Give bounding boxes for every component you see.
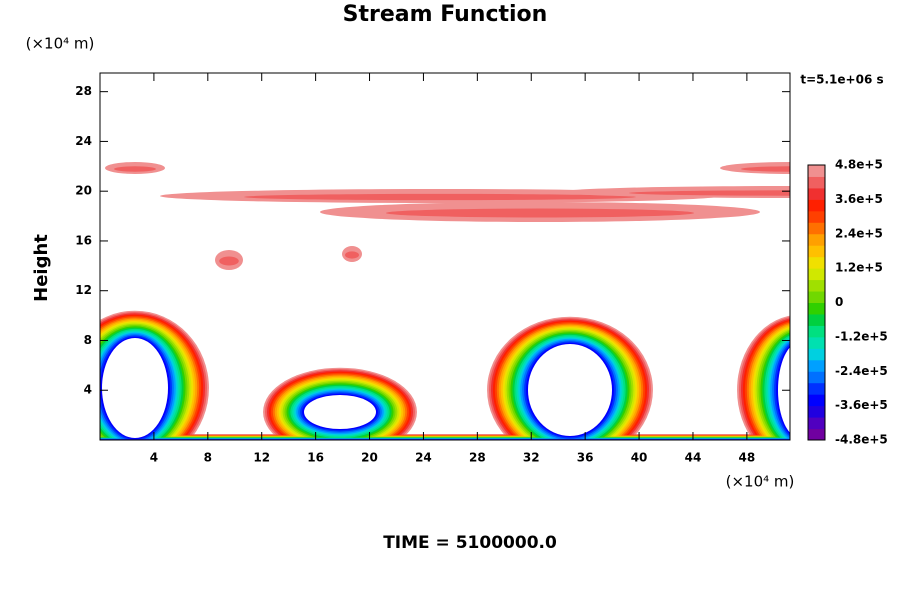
- y-tick-label: 16: [75, 233, 92, 247]
- colorbar-label: 1.2e+5: [835, 261, 883, 275]
- colorbar-band: [808, 233, 825, 246]
- y-tick-label: 8: [84, 333, 92, 347]
- x-tick-label: 48: [739, 451, 756, 465]
- colorbar-frame: [807, 164, 826, 441]
- time-label: t=5.1e+06 s: [800, 73, 883, 87]
- x-tick-label: 16: [307, 451, 324, 465]
- y-tick-label: 28: [75, 84, 92, 98]
- y-tick-label: 4: [84, 383, 92, 397]
- y-tick-label: 20: [75, 184, 92, 198]
- colorbar-band: [808, 268, 825, 281]
- colorbar-band: [808, 176, 825, 189]
- colorbar-band: [808, 245, 825, 258]
- contour-region: [219, 256, 239, 266]
- contour-region: [741, 166, 790, 172]
- plot-frame: [99, 72, 791, 441]
- x-tick-label: 8: [204, 451, 212, 465]
- colorbar-band: [808, 394, 825, 407]
- x-tick-label: 4: [150, 451, 158, 465]
- colorbar-band: [808, 256, 825, 269]
- colorbar-band: [808, 199, 825, 212]
- colorbar-band: [808, 313, 825, 326]
- x-tick-label: 40: [631, 451, 648, 465]
- colorbar-band: [808, 428, 825, 441]
- x-tick-label: 28: [469, 451, 486, 465]
- colorbar-label: 2.4e+5: [835, 226, 883, 240]
- colorbar-band: [808, 336, 825, 349]
- colorbar-band: [808, 222, 825, 235]
- eddy-core: [528, 344, 612, 436]
- y-tick-label: 12: [75, 283, 92, 297]
- colorbar-band: [808, 359, 825, 372]
- colorbar-band: [808, 405, 825, 418]
- colorbar-label: -1.2e+5: [835, 329, 888, 343]
- x-tick-label: 36: [577, 451, 594, 465]
- colorbar-band: [808, 187, 825, 200]
- x-tick-label: 32: [523, 451, 540, 465]
- contour-region: [114, 166, 156, 172]
- colorbar-band: [808, 291, 825, 303]
- contour-region: [629, 190, 790, 196]
- colorbar-label: 0: [835, 295, 843, 309]
- x-tick-label: 12: [253, 451, 270, 465]
- x-unit: (×10⁴ m): [726, 473, 795, 491]
- eddy-core: [102, 338, 168, 438]
- colorbar-band: [808, 417, 825, 430]
- colorbar-band: [808, 210, 825, 223]
- y-axis-label: Height: [31, 234, 52, 302]
- colorbar-band: [808, 348, 825, 361]
- eddy-core: [304, 395, 376, 429]
- contour-field: [100, 162, 790, 440]
- colorbar-label: 4.8e+5: [835, 158, 883, 172]
- x-tick-label: 20: [361, 451, 378, 465]
- contour-region: [345, 251, 359, 259]
- footer: TIME = 5100000.0: [383, 533, 557, 553]
- colorbar-band: [808, 382, 825, 395]
- colorbar-label: 3.6e+5: [835, 192, 883, 206]
- colorbar-band: [808, 302, 825, 315]
- y-tick-label: 24: [75, 134, 92, 148]
- contour-region: [386, 208, 694, 218]
- colorbar-label: -3.6e+5: [835, 398, 888, 412]
- colorbar-label: -2.4e+5: [835, 364, 888, 378]
- colorbar-band: [808, 279, 825, 292]
- colorbar-band: [808, 165, 825, 177]
- x-tick-label: 24: [415, 451, 432, 465]
- colorbar-band: [808, 325, 825, 338]
- y-unit: (×10⁴ m): [26, 35, 95, 53]
- x-tick-label: 44: [685, 451, 702, 465]
- colorbar-band: [808, 371, 825, 384]
- colorbar-label: -4.8e+5: [835, 433, 888, 447]
- chart-title: Stream Function: [343, 2, 548, 27]
- contour-region: [244, 193, 636, 201]
